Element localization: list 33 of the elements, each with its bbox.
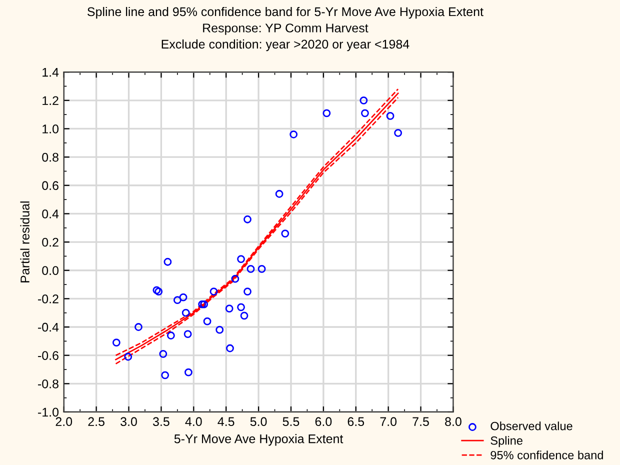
y-axis-title: Partial residual <box>20 202 30 282</box>
y-tick-label: 0.4 <box>42 210 59 218</box>
y-tick-label: 0.6 <box>42 181 58 190</box>
y-tick-label: 0.8 <box>42 152 58 162</box>
chart-subtitle: Response: YP Comm Harvest Exclude condition: year >2020 or year <1984 <box>162 24 410 52</box>
y-tick-label: 1.0 <box>42 124 59 134</box>
y-tick-label: -0.6 <box>38 351 58 360</box>
x-tick-label: 3.0 <box>120 417 137 426</box>
x-tick-label: 6.0 <box>315 417 332 426</box>
y-tick-label: 1.4 <box>42 68 59 77</box>
x-tick-label: 2.5 <box>88 417 104 426</box>
x-axis-title: 5-Yr Move Ave Hypoxia Extent <box>174 434 344 446</box>
x-tick-label: 4.5 <box>218 417 234 426</box>
y-tick-label: -1.0 <box>38 408 59 417</box>
legend-label: Observed value <box>490 422 572 430</box>
chart-title: Spline line and 95% confidence band for 5-Yr Move Ave Hypoxia Extent <box>88 6 484 19</box>
y-tick-label: -0.4 <box>38 322 59 332</box>
legend-label: Spline <box>490 436 522 448</box>
y-tick-label: 0.2 <box>42 238 58 247</box>
legend-label: 95% confidence band <box>490 450 603 460</box>
x-tick-label: 5.5 <box>282 417 300 426</box>
x-tick-label: 3.5 <box>152 417 170 426</box>
x-tick-label: 7.5 <box>412 417 429 426</box>
y-tick-label: -0.8 <box>38 379 58 388</box>
x-tick-label: 7.0 <box>380 417 397 426</box>
x-tick-label: 2.0 <box>56 417 72 426</box>
x-tick-label: 6.5 <box>348 417 364 426</box>
y-tick-label: 1.2 <box>42 96 58 105</box>
x-tick-label: 5.0 <box>250 417 267 426</box>
x-tick-label: 8.0 <box>445 417 462 426</box>
y-tick-label: -0.2 <box>38 294 58 304</box>
x-tick-label: 4.0 <box>185 417 202 426</box>
y-tick-label: 0.0 <box>42 266 59 276</box>
